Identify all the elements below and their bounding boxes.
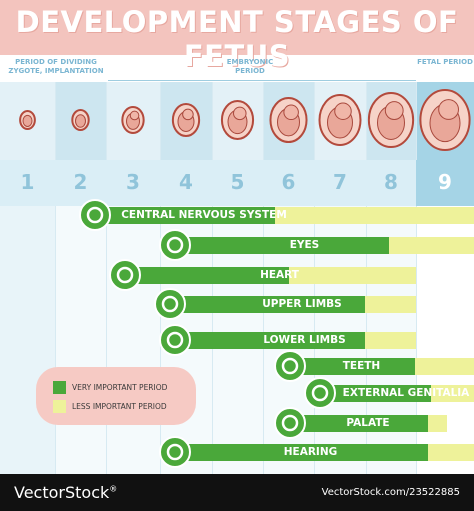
bar-very-important <box>175 237 389 254</box>
page-title: DEVELOPMENT STAGES OF FETUS <box>15 5 459 73</box>
stage-number: 2 <box>73 170 88 194</box>
bar-less-important <box>428 415 447 432</box>
bar-very-important <box>95 207 275 224</box>
fetus-icon <box>171 103 201 137</box>
bar-less-important <box>389 237 474 254</box>
title-bar <box>0 0 474 55</box>
stage-number-band <box>0 160 474 206</box>
heart-icon <box>109 259 141 291</box>
fetus-icon <box>220 100 255 140</box>
stage-column <box>0 160 55 474</box>
bar-less-important <box>428 444 474 461</box>
bar-less-important <box>431 385 474 402</box>
stage-number: 3 <box>126 170 140 194</box>
period-label-fetal: FETAL PERIOD <box>417 58 473 66</box>
column-divider <box>416 82 417 482</box>
fetus-icon <box>121 106 145 134</box>
legend-label-less-important: LESS IMPORTANT PERIOD <box>72 402 167 411</box>
stage-number: 9 <box>438 170 452 194</box>
fetus-icon <box>19 110 36 130</box>
bar-less-important <box>275 207 474 224</box>
bar-label: UPPER LIMBS <box>262 298 342 310</box>
bar-very-important <box>175 332 365 349</box>
bar-label: PALATE <box>346 417 390 429</box>
fetus-icon <box>71 109 90 131</box>
bar-very-important <box>290 415 428 432</box>
bar-less-important <box>365 296 416 313</box>
stage-number: 7 <box>333 170 347 194</box>
eye-icon <box>159 229 191 261</box>
bar-very-important <box>320 385 431 402</box>
fetal-number-band <box>416 160 474 206</box>
brain-icon <box>79 199 111 231</box>
bar-less-important <box>365 332 416 349</box>
legend-swatch-very-important <box>53 381 66 394</box>
bar-very-important <box>290 358 415 375</box>
footer-id: VectorStock.com/23522885 <box>321 487 460 498</box>
stage-number: 5 <box>230 170 245 194</box>
ear-icon <box>159 436 191 468</box>
bar-less-important <box>415 358 474 375</box>
bar-label: HEARING <box>283 446 338 458</box>
legend-swatch-less-important <box>53 400 66 413</box>
bar-label: CENTRAL NERVOUS SYSTEM <box>121 209 287 221</box>
column-divider <box>55 82 56 482</box>
bar-label: HEART <box>260 269 299 281</box>
period-label-embryonic: EMBRYONIC PERIOD <box>226 58 274 75</box>
fetus-icon <box>419 89 471 151</box>
footer-brand: VectorStock® <box>14 483 118 502</box>
fetus-icon <box>269 97 308 143</box>
bar-label: EXTERNAL GENITALIA <box>342 387 470 399</box>
bar-very-important <box>175 444 428 461</box>
stage-number: 4 <box>179 170 193 194</box>
bar-label: EYES <box>289 239 320 251</box>
stage-number: 8 <box>384 170 398 194</box>
period-divider-line <box>108 80 416 81</box>
legend-label-very-important: VERY IMPORTANT PERIOD <box>72 383 168 392</box>
stage-number: 1 <box>20 170 35 194</box>
legend: VERY IMPORTANT PERIOD LESS IMPORTANT PER… <box>36 367 196 425</box>
tooth-icon <box>274 350 306 382</box>
bar-label: LOWER LIMBS <box>263 334 346 346</box>
lips-icon <box>274 407 306 439</box>
fetus-icon <box>367 92 415 148</box>
column-divider <box>106 82 107 482</box>
period-label-dividing: PERIOD OF DIVIDING ZYGOTE, IMPLANTATION <box>8 58 104 75</box>
bar-label: TEETH <box>342 360 381 372</box>
stage-number: 6 <box>281 170 296 194</box>
bar-less-important <box>289 267 416 284</box>
fetus-illustrations <box>19 89 471 151</box>
hand-icon <box>154 288 186 320</box>
bar-very-important <box>125 267 289 284</box>
fetus-icon <box>318 94 362 146</box>
bar-very-important <box>170 296 365 313</box>
footer: VectorStock® VectorStock.com/23522885 <box>0 474 474 511</box>
foot-icon <box>159 324 191 356</box>
gender-icon <box>304 377 336 409</box>
